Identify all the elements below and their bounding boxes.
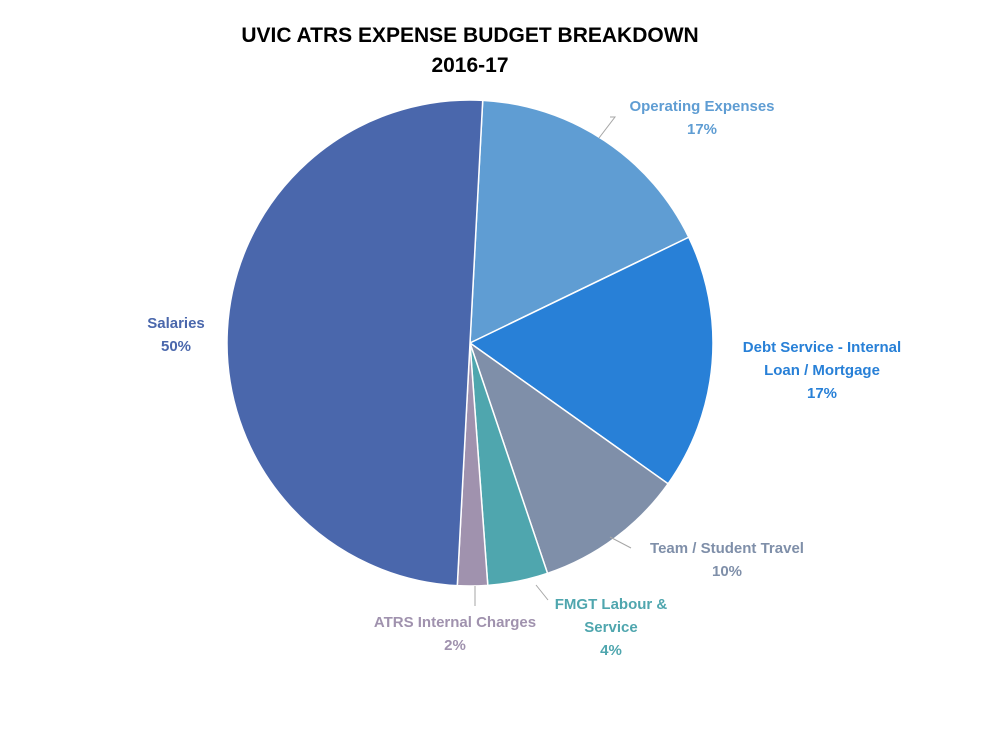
pie-slice <box>226 99 484 587</box>
chart-subtitle: 2016-17 <box>431 54 509 77</box>
pie-slice <box>469 99 690 345</box>
leader-line <box>609 536 632 549</box>
pie-slice <box>468 236 714 485</box>
chart-title: UVIC ATRS EXPENSE BUDGET BREAKDOWN <box>241 24 699 47</box>
pie-slice <box>468 341 670 575</box>
slice-label: Debt Service - Internal Loan / Mortgage 17… <box>743 339 901 402</box>
slice-label: FMGT Labour & Service 4% <box>555 596 668 659</box>
slice-label: Operating Expenses 17% <box>629 98 774 138</box>
slice-label: ATRS Internal Charges 2% <box>374 614 536 654</box>
slice-label: Salaries 50% <box>147 315 205 355</box>
leader-line <box>535 584 549 601</box>
slice-label: Team / Student Travel 10% <box>650 540 804 580</box>
leader-line <box>598 116 617 139</box>
